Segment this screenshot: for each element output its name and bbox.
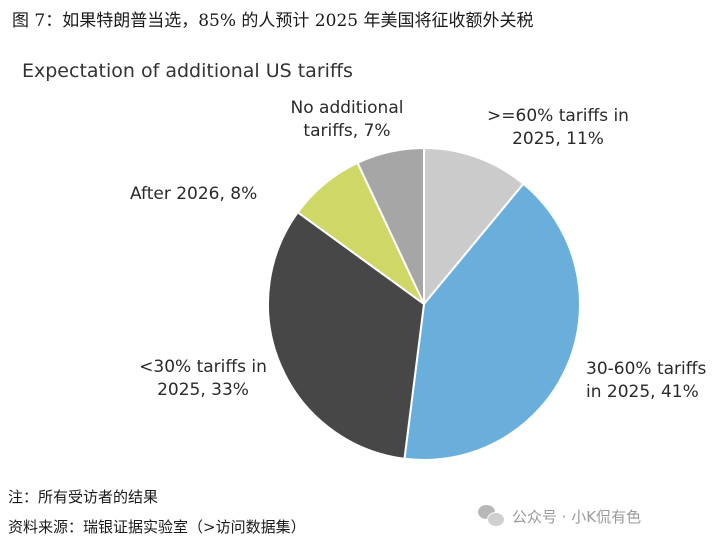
source-line: 资料来源：瑞银证据实验室（>访问数据集） bbox=[8, 518, 306, 536]
chart-title: Expectation of additional US tariffs bbox=[22, 60, 353, 82]
slice-no-additional bbox=[356, 146, 425, 305]
slice-label-no-additional: No additional tariffs, 7% bbox=[290, 98, 404, 141]
watermark-text: 公众号 · 小K侃有色 bbox=[512, 507, 642, 526]
figure-caption: 图 7：如果特朗普当选，85% 的人预计 2025 年美国将征收额外关税 bbox=[12, 11, 534, 31]
note: 注：所有受访者的结果 bbox=[8, 488, 159, 506]
slice-label-under-30: <30% tariffs in 2025, 33% bbox=[139, 357, 267, 400]
slice-30-60 bbox=[403, 182, 581, 461]
slice-label-60-plus: >=60% tariffs in 2025, 11% bbox=[487, 106, 629, 149]
watermark: 公众号 · 小K侃有色 bbox=[478, 505, 641, 527]
wechat-icon bbox=[478, 505, 505, 527]
slice-under-30 bbox=[267, 210, 426, 460]
slice-60-plus bbox=[423, 146, 525, 307]
slice-label-30-60: 30-60% tariffs in 2025, 41% bbox=[586, 359, 707, 402]
slice-label-after-2026: After 2026, 8% bbox=[130, 184, 258, 204]
